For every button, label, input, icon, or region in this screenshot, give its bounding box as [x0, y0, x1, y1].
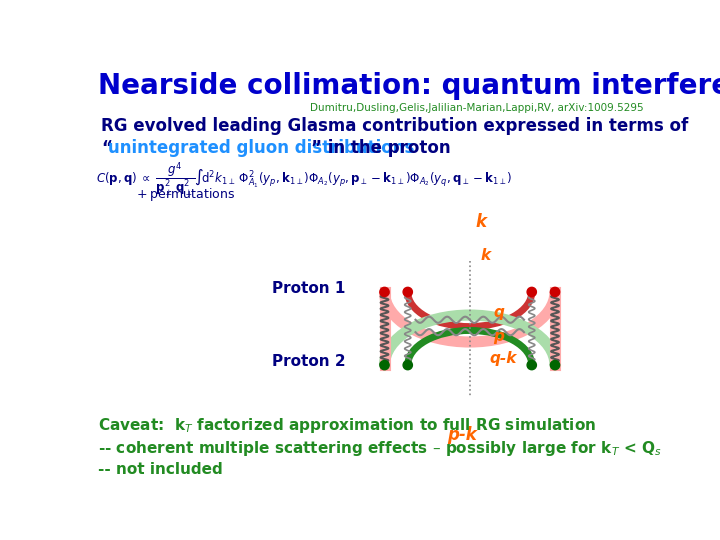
Text: Proton 1: Proton 1: [272, 281, 346, 295]
Circle shape: [380, 361, 389, 370]
Text: Dumitru,Dusling,Gelis,Jalilian-Marian,Lappi,RV, arXiv:1009.5295: Dumitru,Dusling,Gelis,Jalilian-Marian,La…: [310, 103, 644, 113]
Text: “: “: [101, 139, 112, 157]
Circle shape: [527, 287, 536, 296]
Circle shape: [550, 361, 559, 370]
Circle shape: [550, 287, 559, 296]
Circle shape: [380, 287, 389, 296]
Text: Proton 2: Proton 2: [272, 354, 346, 369]
Circle shape: [403, 287, 413, 296]
Text: Caveat:  k$_T$ factorized approximation to full RG simulation: Caveat: k$_T$ factorized approximation t…: [98, 416, 596, 435]
Text: $C(\mathbf{p},\mathbf{q}) \;\propto\; \dfrac{g^4}{\mathbf{p}_{\perp}^{2}\,\mathb: $C(\mathbf{p},\mathbf{q}) \;\propto\; \d…: [96, 160, 513, 198]
Text: p-k: p-k: [447, 426, 477, 444]
Text: ” in the proton: ” in the proton: [311, 139, 451, 157]
Text: k: k: [480, 248, 490, 264]
Text: -- not included: -- not included: [98, 462, 222, 477]
Text: -- coherent multiple scattering effects – possibly large for k$_T$ < Q$_s$: -- coherent multiple scattering effects …: [98, 439, 662, 458]
Text: RG evolved leading Glasma contribution expressed in terms of: RG evolved leading Glasma contribution e…: [101, 117, 688, 135]
Text: q-k: q-k: [489, 352, 516, 367]
Text: Nearside collimation: quantum interference of glue: Nearside collimation: quantum interferen…: [98, 72, 720, 100]
Circle shape: [403, 361, 413, 370]
Text: q: q: [493, 305, 504, 320]
Text: unintegrated gluon distributions: unintegrated gluon distributions: [108, 139, 414, 157]
Circle shape: [527, 361, 536, 370]
Text: p: p: [493, 329, 504, 345]
Text: k: k: [476, 213, 487, 231]
Text: $+\;\mathrm{permutations}$: $+\;\mathrm{permutations}$: [137, 186, 235, 204]
